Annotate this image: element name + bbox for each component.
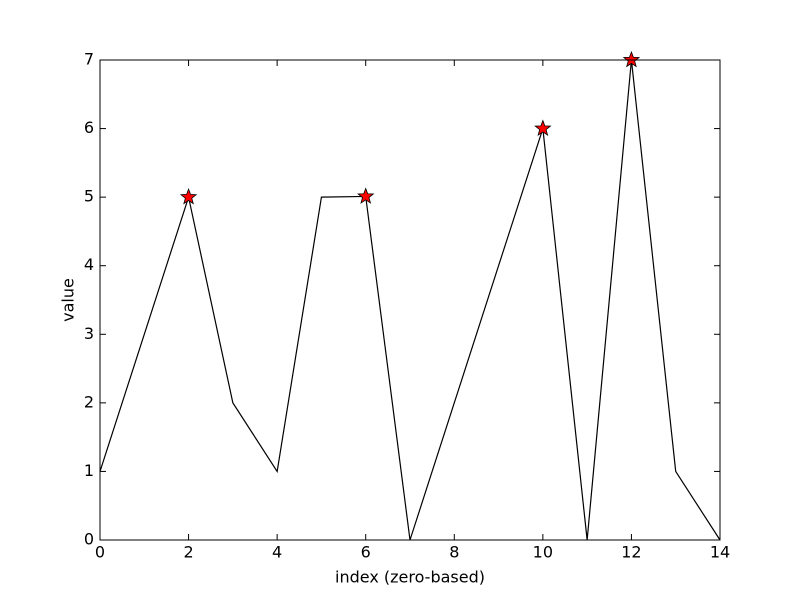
star-marker [179,187,198,205]
star-marker [534,119,552,136]
y-tick-label: 3 [84,324,94,343]
x-tick-label: 14 [710,543,730,562]
x-tick-label: 2 [183,543,193,562]
x-tick-label: 12 [621,543,641,562]
y-tick-label: 7 [84,50,94,69]
x-axis-label: index (zero-based) [335,568,485,587]
y-tick-label: 0 [84,530,94,549]
x-tick-label: 6 [361,543,371,562]
y-tick-label: 6 [84,118,94,137]
y-tick-label: 1 [84,461,94,480]
y-tick-label: 5 [84,187,94,206]
star-marker [622,50,641,68]
x-tick-label: 4 [272,543,282,562]
x-tick-label: 0 [95,543,105,562]
x-tick-label: 10 [533,543,553,562]
y-tick-label: 2 [84,392,94,411]
x-tick-label: 8 [449,543,459,562]
y-tick-label: 4 [84,255,94,274]
star-marker [357,187,375,204]
plot-frame [99,59,721,541]
y-axis-label: value [59,278,78,322]
